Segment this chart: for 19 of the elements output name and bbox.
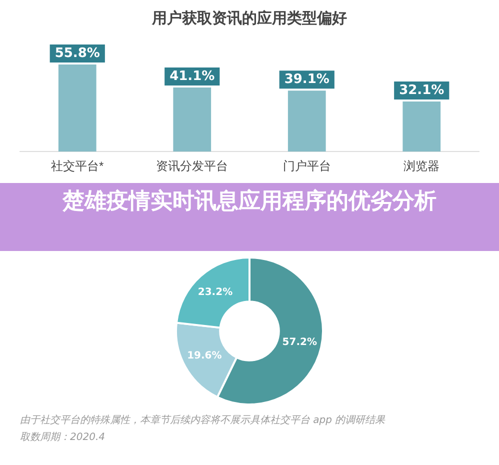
chart-title: 楚雄疫情实时讯息应用程序的优劣分析 xyxy=(0,183,499,251)
data-label: 39.1% xyxy=(284,72,330,87)
x-tick-label: 门户平台 xyxy=(282,159,331,174)
data-label: 32.1% xyxy=(399,82,444,98)
data-label: 55.8% xyxy=(54,46,100,61)
chart-title: 用户获取资讯的应用类型偏好 xyxy=(151,8,347,27)
bar xyxy=(288,90,326,152)
bar xyxy=(402,102,441,152)
data-label: 41.1% xyxy=(170,68,215,84)
text: 由于社交平台的特殊属性，本章节后续内容将不展示具体社交平台 app 的调研结果 xyxy=(20,414,386,428)
x-tick-label: 资讯分发平台 xyxy=(156,159,228,174)
data-label: 57.2% xyxy=(282,337,317,348)
data-label: 23.2% xyxy=(198,287,233,298)
x-tick-label: 社交平台* xyxy=(51,159,104,174)
bar xyxy=(173,87,212,152)
bar xyxy=(58,64,96,152)
x-tick-label: 浏览器 xyxy=(404,159,440,174)
text: 取数周期：2020.4 xyxy=(20,430,106,445)
data-label: 19.6% xyxy=(187,350,222,362)
